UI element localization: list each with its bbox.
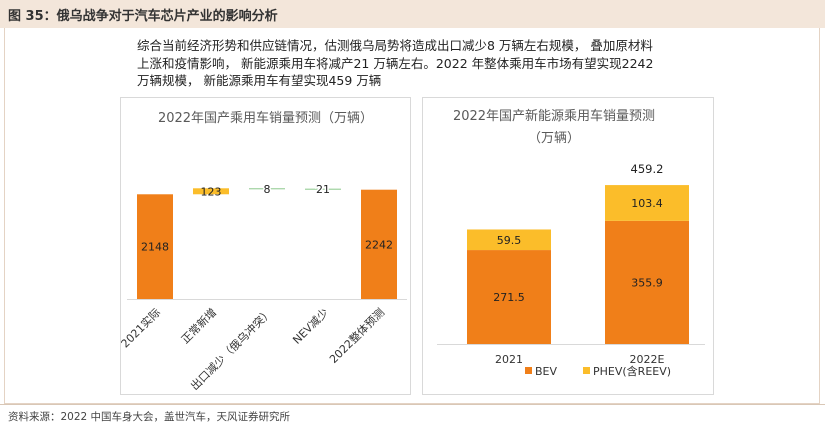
legend-swatch (583, 367, 590, 374)
waterfall-data-label: 21 (316, 183, 330, 196)
waterfall-bar (193, 188, 229, 195)
waterfall-data-label: 2242 (365, 238, 393, 251)
waterfall-bar (249, 188, 285, 190)
nev-bar-segment (467, 229, 551, 251)
figure-title: 图 35：俄乌战争对于汽车芯片产业的影响分析 (8, 9, 278, 24)
nev-bar-segment (467, 250, 551, 344)
source-note: 资料来源：2022 中国车身大会，盖世汽车，天风证券研究所 (8, 411, 291, 423)
description-line: 综合当前经济形势和供应链情况，估测俄乌局势将造成出口减少8 万辆左右规模， 叠加… (137, 38, 653, 53)
nev-data-label: 59.5 (497, 234, 522, 247)
waterfall-data-label: 8 (264, 183, 271, 196)
nev-total-label: 459.2 (631, 162, 664, 176)
waterfall-bar (137, 194, 173, 299)
waterfall-chart-title: 2022年国产乘用车销量预测（万辆） (158, 110, 373, 126)
legend-swatch (525, 367, 532, 374)
waterfall-bar (305, 188, 341, 190)
waterfall-category-label: 2022整体预测 (326, 305, 387, 366)
waterfall-chart-panel: 2022年国产乘用车销量预测（万辆） 2148 2021实际 123 正常新增 8 出口减… (118, 97, 411, 395)
waterfall-category-label: NEV减少 (290, 306, 331, 347)
nev-chart-panel: 2022年国产新能源乘用车销量预测 （万辆） 271.5 59.5 2021 355.9 1… (422, 97, 714, 395)
nev-chart-title-line: （万辆） (528, 131, 580, 146)
nev-stacked-chart: 2022年国产新能源乘用车销量预测 （万辆） 271.5 59.5 2021 355.9 1… (437, 108, 705, 378)
waterfall-chart: 2022年国产乘用车销量预测（万辆） 21482021实际123正常新增8出口减… (118, 110, 407, 393)
nev-bar-segment (605, 185, 689, 221)
legend-label: BEV (535, 365, 557, 378)
description-text: 综合当前经济形势和供应链情况，估测俄乌局势将造成出口减少8 万辆左右规模， 叠加… (137, 37, 697, 90)
source-divider (0, 404, 825, 405)
waterfall-category-label: 2021实际 (121, 305, 163, 350)
description-line: 万辆规模， 新能源乘用车有望实现459 万辆 (137, 73, 382, 88)
nev-chart-title-line: 2022年国产新能源乘用车销量预测 (453, 108, 655, 124)
waterfall-data-label: 2148 (141, 241, 169, 254)
legend-label: PHEV(含REEV) (593, 364, 671, 378)
figure-frame (4, 28, 820, 404)
nev-data-label: 103.4 (631, 197, 663, 210)
waterfall-bar (361, 189, 397, 299)
figure-header: 图 35：俄乌战争对于汽车芯片产业的影响分析 (0, 0, 825, 28)
nev-category-label: 2022E (630, 353, 665, 366)
description-line: 上涨和疫情影响， 新能源乘用车将减产21 万辆左右。2022 年整体乘用车市场有… (137, 55, 654, 71)
waterfall-data-label: 123 (201, 185, 222, 198)
waterfall-category-label: 正常新增 (178, 305, 219, 346)
nev-data-label: 271.5 (493, 291, 525, 304)
nev-data-label: 355.9 (631, 276, 663, 289)
nev-category-label: 2021 (495, 353, 523, 366)
nev-bar-segment (605, 220, 689, 344)
